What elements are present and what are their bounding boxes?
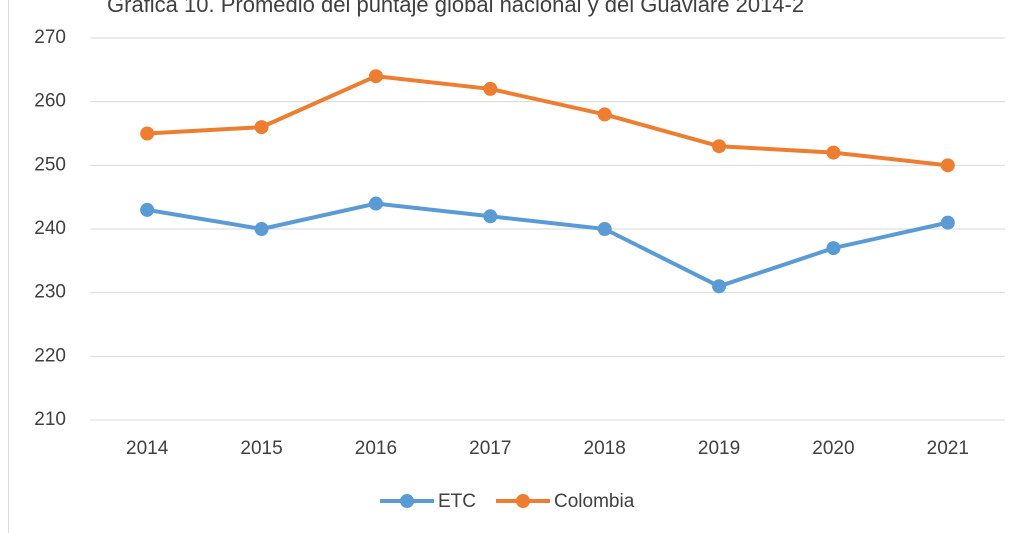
data-point — [597, 107, 612, 122]
x-tick-label: 2019 — [698, 438, 740, 459]
legend-label: Colombia — [554, 491, 635, 512]
y-tick-label: 220 — [34, 345, 66, 366]
y-tick-label: 260 — [34, 91, 66, 112]
y-tick-label: 250 — [34, 154, 66, 175]
x-tick-label: 2018 — [584, 438, 626, 459]
legend-label: ETC — [438, 491, 476, 512]
data-point — [597, 222, 612, 236]
data-point — [368, 196, 383, 211]
data-point — [940, 215, 955, 230]
data-point — [826, 241, 841, 256]
y-tick-label: 270 — [34, 27, 66, 48]
y-tick-label: 230 — [34, 282, 66, 303]
data-point — [254, 222, 269, 236]
x-tick-label: 2015 — [240, 438, 282, 459]
x-tick-label: 2014 — [126, 438, 169, 459]
data-point — [940, 158, 955, 173]
chart-frame — [8, 0, 9, 533]
series-line — [147, 74, 949, 168]
data-point — [483, 209, 498, 224]
data-point — [368, 69, 383, 84]
x-tick-label: 2016 — [355, 438, 397, 459]
chart-title: Gráfica 10. Promedio del puntaje global … — [107, 0, 804, 17]
y-tick-label: 240 — [34, 218, 66, 239]
data-point — [254, 120, 269, 135]
data-point — [712, 139, 727, 154]
data-point — [140, 126, 155, 141]
data-point — [483, 81, 498, 96]
series-line — [146, 201, 949, 289]
data-point — [826, 145, 841, 160]
x-tick-label: 2020 — [812, 438, 854, 459]
legend-marker — [400, 494, 414, 508]
data-point — [140, 202, 155, 217]
x-tick-label: 2021 — [927, 438, 969, 459]
legend-marker — [516, 494, 530, 508]
data-point — [712, 279, 727, 294]
y-tick-label: 210 — [34, 409, 66, 430]
x-tick-label: 2017 — [469, 438, 511, 459]
